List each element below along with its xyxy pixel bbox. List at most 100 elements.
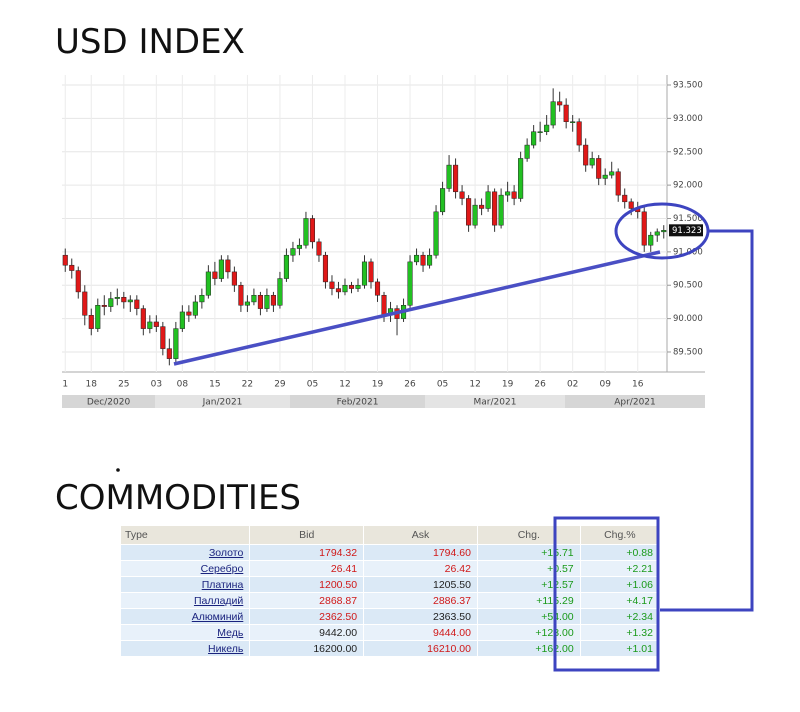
candle-body xyxy=(570,121,576,123)
table-row: Никель 16200.00 16210.00 +162.00 +1.01 xyxy=(119,640,661,657)
y-tick-label: 90.500 xyxy=(673,281,703,291)
x-tick-label: 12 xyxy=(339,380,350,390)
period-label: Mar/2021 xyxy=(474,398,517,408)
x-tick-label: 09 xyxy=(599,380,611,390)
column-header: Chg. xyxy=(476,525,581,545)
candle-body xyxy=(492,191,498,226)
type-link[interactable]: Золото xyxy=(119,544,251,561)
candle-body xyxy=(472,204,478,226)
column-header: Bid xyxy=(249,525,365,545)
x-tick-label: 29 xyxy=(274,380,286,390)
candle-body xyxy=(453,164,459,193)
candle-body xyxy=(544,124,550,132)
type-link[interactable]: Платина xyxy=(119,576,251,593)
candle-body xyxy=(192,301,198,316)
candle-body xyxy=(251,294,257,303)
candle-body xyxy=(387,308,394,316)
type-link[interactable]: Никель xyxy=(119,640,251,657)
candle-body xyxy=(589,158,595,166)
y-tick-label: 92.500 xyxy=(673,147,703,157)
chg-pct-cell: +0.88 xyxy=(579,544,661,561)
last-price-label: 91.323 xyxy=(672,226,702,236)
candle-body xyxy=(335,288,342,293)
candle-body xyxy=(270,294,276,306)
ask-cell: 26.42 xyxy=(363,560,478,577)
candle-body xyxy=(628,201,634,209)
candle-body xyxy=(134,299,140,309)
candle-body xyxy=(407,261,413,306)
x-tick-label: 19 xyxy=(372,380,384,390)
x-tick-label: 05 xyxy=(437,380,448,390)
period-band xyxy=(290,395,425,408)
candle-body xyxy=(622,194,628,203)
candle-body xyxy=(511,191,517,199)
candle-body xyxy=(290,248,296,256)
x-tick-label: 19 xyxy=(502,380,514,390)
bid-cell: 16200.00 xyxy=(249,640,365,657)
column-header: Type xyxy=(119,525,251,545)
period-band xyxy=(155,395,290,408)
candle-body xyxy=(400,305,407,319)
candle-body xyxy=(531,131,537,146)
chg-cell: +54.00 xyxy=(476,608,581,625)
type-link[interactable]: Алюминий xyxy=(119,608,251,625)
y-tick-label: 91.500 xyxy=(673,214,703,224)
period-band xyxy=(62,395,155,408)
candle-body xyxy=(231,271,237,286)
x-tick-label: 16 xyxy=(632,380,644,390)
type-link[interactable]: Серебро xyxy=(119,560,251,577)
x-tick-label: 12 xyxy=(469,380,480,390)
table-row: Серебро 26.41 26.42 +0.57 +2.21 xyxy=(119,560,661,577)
ask-cell: 2886.37 xyxy=(363,592,478,609)
x-tick-label: 05 xyxy=(307,380,318,390)
chg-pct-cell: +1.32 xyxy=(579,624,661,641)
candle-body xyxy=(368,261,374,283)
candle-body xyxy=(479,204,485,209)
y-tick-label: 91.000 xyxy=(673,247,703,257)
candle-body xyxy=(108,298,114,307)
candle-body xyxy=(179,311,185,329)
candle-body xyxy=(413,254,420,263)
y-tick-label: 90.000 xyxy=(673,314,703,324)
candle-body xyxy=(95,305,101,329)
chg-pct-cell: +1.01 xyxy=(579,640,661,657)
type-link[interactable]: Палладий xyxy=(119,592,251,609)
ask-cell: 9444.00 xyxy=(363,624,478,641)
candle-body xyxy=(609,171,615,176)
bid-cell: 2362.50 xyxy=(249,608,365,625)
x-tick-label: 22 xyxy=(242,380,253,390)
candle-body xyxy=(160,326,166,349)
chg-pct-cell: +2.34 xyxy=(579,608,661,625)
candle-body xyxy=(82,291,88,316)
candle-body xyxy=(615,171,621,196)
column-header: Chg.% xyxy=(579,525,661,545)
candle-body xyxy=(550,101,556,126)
type-link[interactable]: Медь xyxy=(119,624,251,641)
candle-body xyxy=(127,299,133,303)
candle-body xyxy=(485,191,491,209)
period-band xyxy=(425,395,565,408)
chg-cell: +12.57 xyxy=(476,576,581,593)
candle-body xyxy=(433,211,439,256)
x-tick-label: 02 xyxy=(567,380,578,390)
chg-pct-cell: +1.06 xyxy=(579,576,661,593)
chg-cell: +162.00 xyxy=(476,640,581,657)
period-label: Apr/2021 xyxy=(614,398,656,408)
candle-body xyxy=(121,296,127,303)
x-tick-label: 08 xyxy=(177,380,189,390)
candle-body xyxy=(153,321,159,327)
y-tick-label: 92.000 xyxy=(673,181,703,191)
bid-cell: 1794.32 xyxy=(249,544,365,561)
candle-body xyxy=(238,284,244,306)
candle-body xyxy=(505,191,511,196)
ask-cell: 16210.00 xyxy=(363,640,478,657)
table-row: Платина 1200.50 1205.50 +12.57 +1.06 xyxy=(119,576,661,593)
candle-body xyxy=(309,218,316,243)
candle-body xyxy=(518,158,524,199)
candle-body xyxy=(283,254,289,279)
candle-body xyxy=(361,261,368,286)
x-tick-label: 03 xyxy=(151,380,162,390)
candle-body xyxy=(420,254,426,266)
chg-cell: +0.57 xyxy=(476,560,581,577)
